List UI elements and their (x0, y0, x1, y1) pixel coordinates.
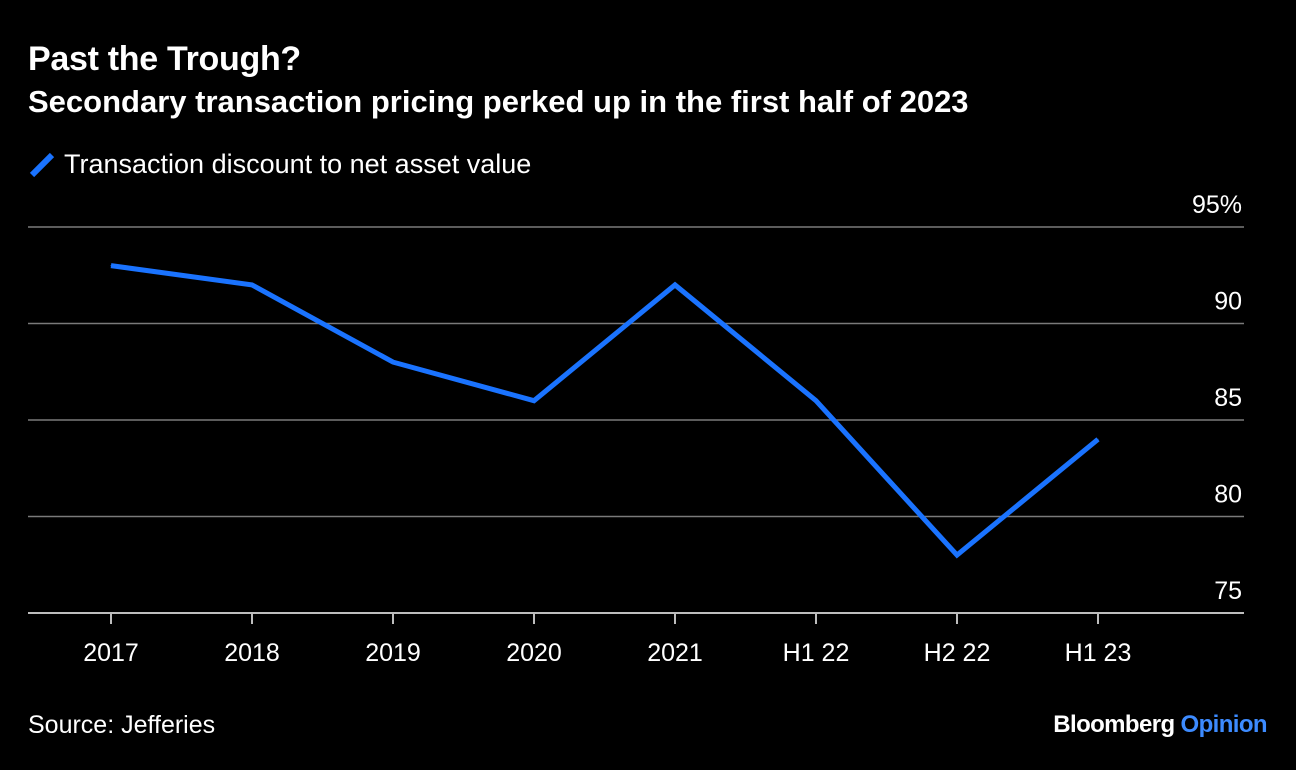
y-tick-label: 80 (1214, 481, 1242, 509)
y-tick-label: 90 (1214, 288, 1242, 316)
brand-name: Bloomberg (1053, 711, 1175, 738)
y-tick-label: 95% (1192, 191, 1242, 219)
y-axis: 75 80 85 90 95% (1192, 191, 1242, 605)
legend-label: Transaction discount to net asset value (64, 148, 532, 179)
x-tick-label: H2 22 (924, 639, 991, 667)
data-point (1097, 438, 1099, 440)
chart-title: Past the Trough? (28, 40, 301, 78)
x-tick-label: 2020 (506, 639, 562, 667)
data-point (674, 284, 676, 286)
x-tick-label: 2018 (224, 639, 280, 667)
x-tick-label: H1 22 (783, 639, 850, 667)
x-tick-label: 2017 (83, 639, 139, 667)
brand-name-accent: Opinion (1180, 711, 1268, 738)
data-point (956, 554, 958, 556)
brand-logo: Bloomberg Opinion (1053, 711, 1267, 739)
data-point (533, 400, 535, 402)
x-tick-label: H1 23 (1065, 639, 1132, 667)
legend: Transaction discount to net asset value (28, 146, 531, 182)
x-tick-label: 2019 (365, 639, 421, 667)
data-point (251, 284, 253, 286)
data-point (392, 361, 394, 363)
series-layer (110, 263, 1100, 559)
source-note: Source: Jefferies (28, 711, 216, 739)
gridlines (28, 226, 1244, 614)
x-axis: 2017 2018 2019 2020 2021 H1 22 H2 22 H1 23 (83, 613, 1131, 667)
data-point (110, 265, 112, 267)
y-tick-label: 85 (1214, 384, 1242, 412)
y-tick-label: 75 (1214, 577, 1242, 605)
data-point (815, 400, 817, 402)
legend-swatch-icon (29, 152, 55, 178)
series-line (110, 263, 1100, 559)
x-tick-label: 2021 (647, 639, 703, 667)
chart-subtitle: Secondary transaction pricing perked up … (28, 84, 969, 119)
